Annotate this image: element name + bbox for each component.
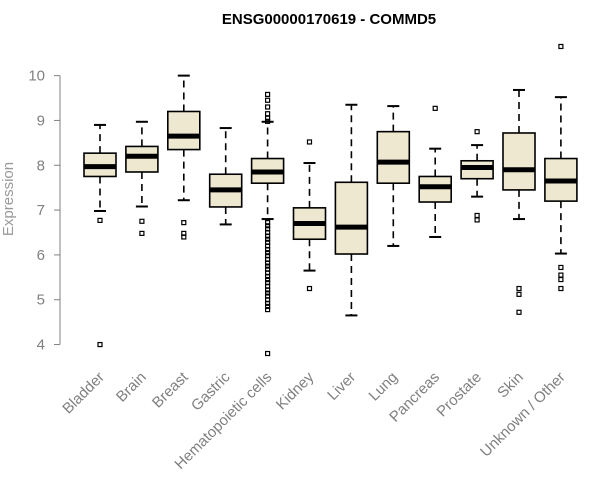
y-tick-label-8: 8 bbox=[37, 157, 45, 174]
outlier-hematopoietic-cells-31 bbox=[265, 303, 271, 310]
x-tick-label-bladder: Bladder bbox=[59, 369, 108, 418]
outlier-bladder-1 bbox=[97, 341, 103, 348]
boxes-layer bbox=[83, 43, 578, 357]
outlier-hematopoietic-cells-7 bbox=[265, 223, 271, 229]
outlier-hematopoietic-cells-15 bbox=[265, 250, 271, 256]
chart-title: ENSG00000170619 - COMMD5 bbox=[222, 11, 436, 28]
outlier-hematopoietic-cells-30 bbox=[265, 300, 271, 306]
outlier-skin-0 bbox=[516, 285, 522, 292]
y-tick-label-5: 5 bbox=[37, 292, 45, 309]
outlier-unknown-other-0 bbox=[558, 43, 564, 50]
outlier-hematopoietic-cells-14 bbox=[265, 246, 271, 253]
outlier-unknown-other-1 bbox=[558, 264, 564, 271]
outlier-prostate-0 bbox=[474, 129, 480, 135]
outlier-skin-2 bbox=[516, 309, 522, 315]
box-body-liver bbox=[334, 181, 369, 255]
outlier-brain-1 bbox=[139, 230, 145, 236]
box-liver bbox=[334, 103, 369, 317]
y-tick-label-7: 7 bbox=[37, 202, 45, 219]
outlier-pancreas-0 bbox=[432, 105, 438, 111]
outlier-unknown-other-3 bbox=[558, 276, 564, 283]
box-brain bbox=[125, 120, 159, 236]
outlier-prostate-2 bbox=[474, 217, 480, 223]
box-prostate bbox=[460, 129, 494, 223]
outlier-bladder-0 bbox=[97, 217, 103, 223]
outlier-hematopoietic-cells-2 bbox=[265, 104, 271, 110]
outlier-hematopoietic-cells-26 bbox=[265, 287, 271, 293]
x-tick-label-lung: Lung bbox=[366, 369, 402, 405]
box-body-skin bbox=[502, 132, 536, 191]
box-body-lung bbox=[376, 130, 411, 184]
outlier-hematopoietic-cells-11 bbox=[265, 236, 271, 242]
outlier-brain-0 bbox=[139, 218, 145, 224]
y-axis-label: Expression bbox=[0, 162, 17, 236]
box-body-breast bbox=[167, 110, 201, 151]
outlier-hematopoietic-cells-4 bbox=[265, 115, 271, 121]
y-tick-label-9: 9 bbox=[37, 112, 45, 129]
outlier-hematopoietic-cells-6 bbox=[265, 220, 271, 226]
outlier-breast-2 bbox=[181, 234, 187, 240]
box-gastric bbox=[208, 127, 243, 226]
y-tick-label-4: 4 bbox=[37, 337, 45, 354]
outlier-hematopoietic-cells-0 bbox=[265, 91, 271, 98]
x-tick-label-liver: Liver bbox=[324, 369, 359, 404]
box-unknown-other bbox=[544, 43, 578, 292]
outlier-hematopoietic-cells-23 bbox=[265, 276, 271, 283]
outlier-hematopoietic-cells-33 bbox=[265, 350, 271, 357]
x-tick-label-breast: Breast bbox=[149, 368, 192, 411]
x-tick-label-prostate: Prostate bbox=[433, 369, 485, 421]
outlier-hematopoietic-cells-27 bbox=[265, 290, 271, 296]
outlier-prostate-1 bbox=[474, 212, 480, 219]
box-kidney bbox=[292, 139, 327, 292]
box-bladder bbox=[83, 123, 117, 348]
outlier-unknown-other-2 bbox=[558, 272, 564, 278]
box-skin bbox=[502, 88, 536, 315]
outlier-hematopoietic-cells-1 bbox=[265, 97, 271, 103]
box-lung bbox=[376, 105, 411, 247]
x-tick-label-kidney: Kidney bbox=[273, 368, 318, 413]
box-breast bbox=[167, 74, 201, 240]
outlier-skin-1 bbox=[516, 291, 522, 297]
outlier-hematopoietic-cells-22 bbox=[265, 273, 271, 280]
outlier-hematopoietic-cells-19 bbox=[265, 263, 271, 269]
box-pancreas bbox=[418, 105, 453, 238]
y-axis: 4 5 6 7 8 9 10 bbox=[28, 68, 61, 354]
outlier-hematopoietic-cells-3 bbox=[265, 111, 271, 117]
outlier-hematopoietic-cells-18 bbox=[265, 260, 271, 266]
outlier-hematopoietic-cells-32 bbox=[265, 306, 271, 313]
outlier-kidney-1 bbox=[306, 285, 313, 292]
x-tick-label-skin: Skin bbox=[494, 369, 527, 402]
x-tick-label-brain: Brain bbox=[113, 369, 150, 406]
outlier-kidney-0 bbox=[306, 139, 313, 145]
box-body-brain bbox=[125, 145, 159, 173]
outlier-breast-0 bbox=[181, 220, 187, 226]
box-hematopoietic-cells bbox=[250, 91, 285, 357]
y-tick-label-10: 10 bbox=[28, 68, 45, 85]
y-tick-label-6: 6 bbox=[37, 247, 45, 264]
outlier-hematopoietic-cells-10 bbox=[265, 233, 271, 239]
outlier-unknown-other-4 bbox=[558, 285, 564, 292]
outlier-hematopoietic-cells-5 bbox=[265, 118, 271, 124]
